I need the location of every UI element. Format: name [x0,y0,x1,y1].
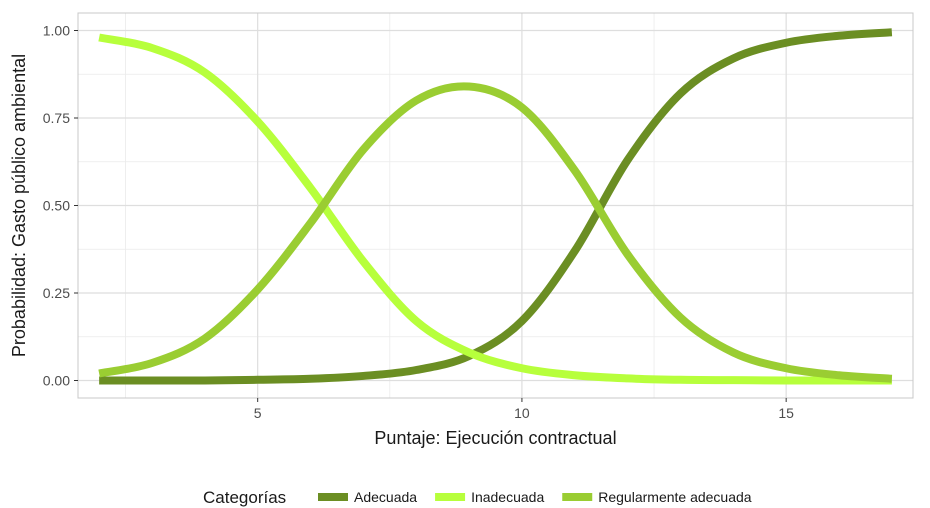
x-axis-ticks: 5 10 15 [254,398,794,421]
grid-minor [78,13,913,398]
legend-label-regularmente-adecuada: Regularmente adecuada [598,489,752,505]
legend-label-inadecuada: Inadecuada [471,489,544,505]
y-tick-label: 1.00 [43,23,70,39]
x-tick-label: 15 [778,405,794,421]
series-line-inadecuada [98,33,892,385]
y-axis-title: Probabilidad: Gasto público ambiental [9,54,29,357]
legend: Categorías Adecuada Inadecuada Regularment… [203,488,752,507]
y-tick-label: 0.00 [43,373,70,389]
y-axis-ticks: 0.00 0.25 0.50 0.75 1.00 [43,23,78,389]
series-layer [98,28,893,385]
series-line-adecuada [99,28,893,385]
legend-title: Categorías [203,488,286,507]
x-tick-label: 10 [514,405,530,421]
legend-label-adecuada: Adecuada [354,489,417,505]
y-tick-label: 0.50 [43,198,70,214]
y-tick-label: 0.25 [43,285,70,301]
series-line-regularmente-adecuada [98,82,893,383]
x-tick-label: 5 [254,405,262,421]
x-axis-title: Puntaje: Ejecución contractual [374,428,616,448]
y-tick-label: 0.75 [43,110,70,126]
